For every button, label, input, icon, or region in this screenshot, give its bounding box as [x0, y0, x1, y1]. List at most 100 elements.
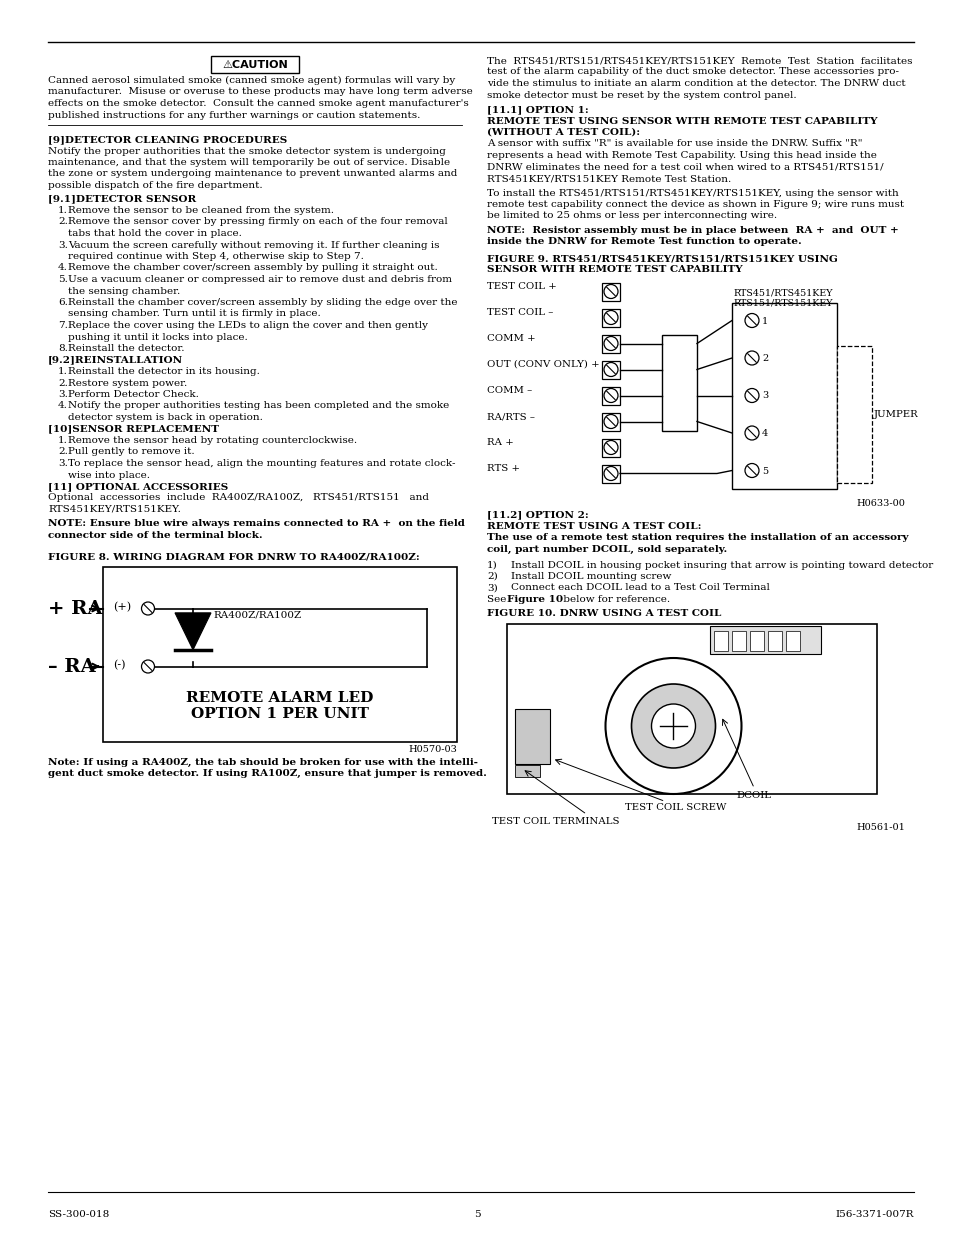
Text: Connect each DCOIL lead to a Test Coil Terminal: Connect each DCOIL lead to a Test Coil T… [511, 583, 769, 593]
Text: TEST COIL TERMINALS: TEST COIL TERMINALS [492, 816, 618, 825]
Text: COMM –: COMM – [486, 387, 532, 395]
Text: RTS451KEY/RTS151KEY.: RTS451KEY/RTS151KEY. [48, 505, 181, 514]
Text: RTS451/RTS451KEY: RTS451/RTS451KEY [733, 289, 833, 298]
Text: Pull gently to remove it.: Pull gently to remove it. [68, 447, 194, 457]
Text: pushing it until it locks into place.: pushing it until it locks into place. [68, 332, 248, 342]
Bar [785, 631, 800, 651]
Text: 1.: 1. [58, 367, 68, 375]
Text: Remove the sensor to be cleaned from the system.: Remove the sensor to be cleaned from the… [68, 206, 334, 215]
Text: [11] OPTIONAL ACCESSORIES: [11] OPTIONAL ACCESSORIES [48, 482, 228, 492]
Text: H0633-00: H0633-00 [855, 499, 904, 508]
Text: [9.2]REINSTALLATION: [9.2]REINSTALLATION [48, 356, 183, 364]
Text: 2.: 2. [58, 447, 68, 457]
Text: the sensing chamber.: the sensing chamber. [68, 287, 180, 295]
Text: REMOTE ALARM LED: REMOTE ALARM LED [186, 692, 374, 705]
Text: Install DCOIL in housing pocket insuring that arrow is pointing toward detector: Install DCOIL in housing pocket insuring… [511, 561, 932, 569]
Text: 4: 4 [761, 429, 767, 438]
Text: Notify the proper authorities that the smoke detector system is undergoing: Notify the proper authorities that the s… [48, 147, 445, 156]
Text: gent duct smoke detector. If using RA100Z, ensure that jumper is removed.: gent duct smoke detector. If using RA100… [48, 769, 486, 778]
Text: NOTE: Ensure blue wire always remains connected to RA +  on the field: NOTE: Ensure blue wire always remains co… [48, 520, 464, 529]
Text: 1): 1) [486, 561, 497, 569]
Text: maintenance, and that the system will temporarily be out of service. Disable: maintenance, and that the system will te… [48, 158, 450, 167]
Bar [601, 438, 619, 457]
Text: wise into place.: wise into place. [68, 471, 150, 479]
Text: Remove the chamber cover/screen assembly by pulling it straight out.: Remove the chamber cover/screen assembly… [68, 263, 437, 273]
Text: 3.: 3. [58, 390, 68, 399]
Circle shape [744, 463, 759, 478]
Text: + RA: + RA [48, 600, 102, 619]
Text: H0570-03: H0570-03 [408, 745, 456, 753]
Text: 5: 5 [474, 1210, 479, 1219]
Text: FIGURE 9. RTS451/RTS451KEY/RTS151/RTS151KEY USING: FIGURE 9. RTS451/RTS451KEY/RTS151/RTS151… [486, 254, 837, 263]
Polygon shape [174, 613, 211, 650]
Text: [11.1] OPTION 1:: [11.1] OPTION 1: [486, 105, 588, 114]
Text: effects on the smoke detector.  Consult the canned smoke agent manufacturer's: effects on the smoke detector. Consult t… [48, 99, 468, 107]
Text: (+): (+) [112, 601, 131, 611]
Text: COMM +: COMM + [486, 333, 535, 343]
Text: FIGURE 8. WIRING DIAGRAM FOR DNRW TO RA400Z/RA100Z:: FIGURE 8. WIRING DIAGRAM FOR DNRW TO RA4… [48, 552, 419, 562]
Text: [11.2] OPTION 2:: [11.2] OPTION 2: [486, 510, 588, 520]
Circle shape [603, 389, 618, 403]
Text: JUMPER: JUMPER [873, 410, 918, 419]
Text: smoke detector must be reset by the system control panel.: smoke detector must be reset by the syst… [486, 90, 796, 100]
Circle shape [603, 467, 618, 480]
Bar [836, 346, 871, 483]
Bar [710, 625, 821, 653]
Circle shape [744, 426, 759, 440]
Text: sensing chamber. Turn until it is firmly in place.: sensing chamber. Turn until it is firmly… [68, 310, 320, 319]
Text: OUT (CONV ONLY) +: OUT (CONV ONLY) + [486, 359, 599, 369]
Text: 4.: 4. [58, 263, 68, 273]
Text: – RA: – RA [48, 658, 95, 677]
Circle shape [651, 704, 695, 748]
Circle shape [141, 659, 154, 673]
Text: The use of a remote test station requires the installation of an accessory: The use of a remote test station require… [486, 534, 907, 542]
Text: REMOTE TEST USING A TEST COIL:: REMOTE TEST USING A TEST COIL: [486, 522, 700, 531]
Text: Use a vacuum cleaner or compressed air to remove dust and debris from: Use a vacuum cleaner or compressed air t… [68, 275, 452, 284]
Bar [661, 335, 697, 431]
Text: Optional  accessories  include  RA400Z/RA100Z,   RTS451/RTS151   and: Optional accessories include RA400Z/RA10… [48, 494, 429, 503]
Text: ⚠CAUTION: ⚠CAUTION [222, 59, 288, 69]
Text: RA400Z/RA100Z: RA400Z/RA100Z [213, 610, 301, 620]
Text: I56-3371-007R: I56-3371-007R [835, 1210, 913, 1219]
Text: inside the DNRW for Remote Test function to operate.: inside the DNRW for Remote Test function… [486, 237, 801, 247]
Circle shape [603, 310, 618, 325]
Text: H0561-01: H0561-01 [855, 824, 904, 832]
Text: Figure 10: Figure 10 [506, 595, 562, 604]
Text: 4.: 4. [58, 401, 68, 410]
Text: 1.: 1. [58, 436, 68, 445]
Text: test of the alarm capability of the duct smoke detector. These accessories pro-: test of the alarm capability of the duct… [486, 68, 898, 77]
Bar [601, 464, 619, 483]
Text: 2.: 2. [58, 217, 68, 226]
Bar [103, 567, 456, 741]
Text: 3): 3) [486, 583, 497, 593]
Text: TEST COIL SCREW: TEST COIL SCREW [625, 804, 726, 813]
Text: Restore system power.: Restore system power. [68, 378, 187, 388]
Text: manufacturer.  Misuse or overuse to these products may have long term adverse: manufacturer. Misuse or overuse to these… [48, 88, 473, 96]
Text: The  RTS451/RTS151/RTS451KEY/RTS151KEY  Remote  Test  Station  facilitates: The RTS451/RTS151/RTS451KEY/RTS151KEY Re… [486, 56, 911, 65]
Circle shape [603, 336, 618, 351]
Text: REMOTE TEST USING SENSOR WITH REMOTE TEST CAPABILITY: REMOTE TEST USING SENSOR WITH REMOTE TES… [486, 116, 877, 126]
Text: DCOIL: DCOIL [736, 790, 771, 799]
Text: 5.: 5. [58, 275, 68, 284]
Text: SS-300-018: SS-300-018 [48, 1210, 110, 1219]
Circle shape [603, 284, 618, 299]
Text: To replace the sensor head, align the mounting features and rotate clock-: To replace the sensor head, align the mo… [68, 459, 455, 468]
Text: 2.: 2. [58, 378, 68, 388]
Text: (-): (-) [112, 659, 126, 669]
Text: RTS +: RTS + [486, 464, 519, 473]
Circle shape [141, 601, 154, 615]
Text: See: See [486, 595, 509, 604]
Text: be limited to 25 ohms or less per interconnecting wire.: be limited to 25 ohms or less per interc… [486, 211, 777, 221]
Text: RTS451KEY/RTS151KEY Remote Test Station.: RTS451KEY/RTS151KEY Remote Test Station. [486, 174, 731, 183]
Text: required continue with Step 4, otherwise skip to Step 7.: required continue with Step 4, otherwise… [68, 252, 363, 261]
Text: Reinstall the detector.: Reinstall the detector. [68, 345, 184, 353]
Text: Replace the cover using the LEDs to align the cover and then gently: Replace the cover using the LEDs to alig… [68, 321, 428, 330]
Text: RA +: RA + [486, 438, 514, 447]
Bar [767, 631, 781, 651]
Text: connector side of the terminal block.: connector side of the terminal block. [48, 531, 262, 540]
Bar [601, 309, 619, 326]
Text: Install DCOIL mounting screw: Install DCOIL mounting screw [511, 572, 671, 580]
Text: To install the RTS451/RTS151/RTS451KEY/RTS151KEY, using the sensor with: To install the RTS451/RTS151/RTS451KEY/R… [486, 189, 898, 198]
Text: [9]DETECTOR CLEANING PROCEDURES: [9]DETECTOR CLEANING PROCEDURES [48, 135, 287, 144]
Text: OPTION 1 PER UNIT: OPTION 1 PER UNIT [191, 706, 369, 720]
